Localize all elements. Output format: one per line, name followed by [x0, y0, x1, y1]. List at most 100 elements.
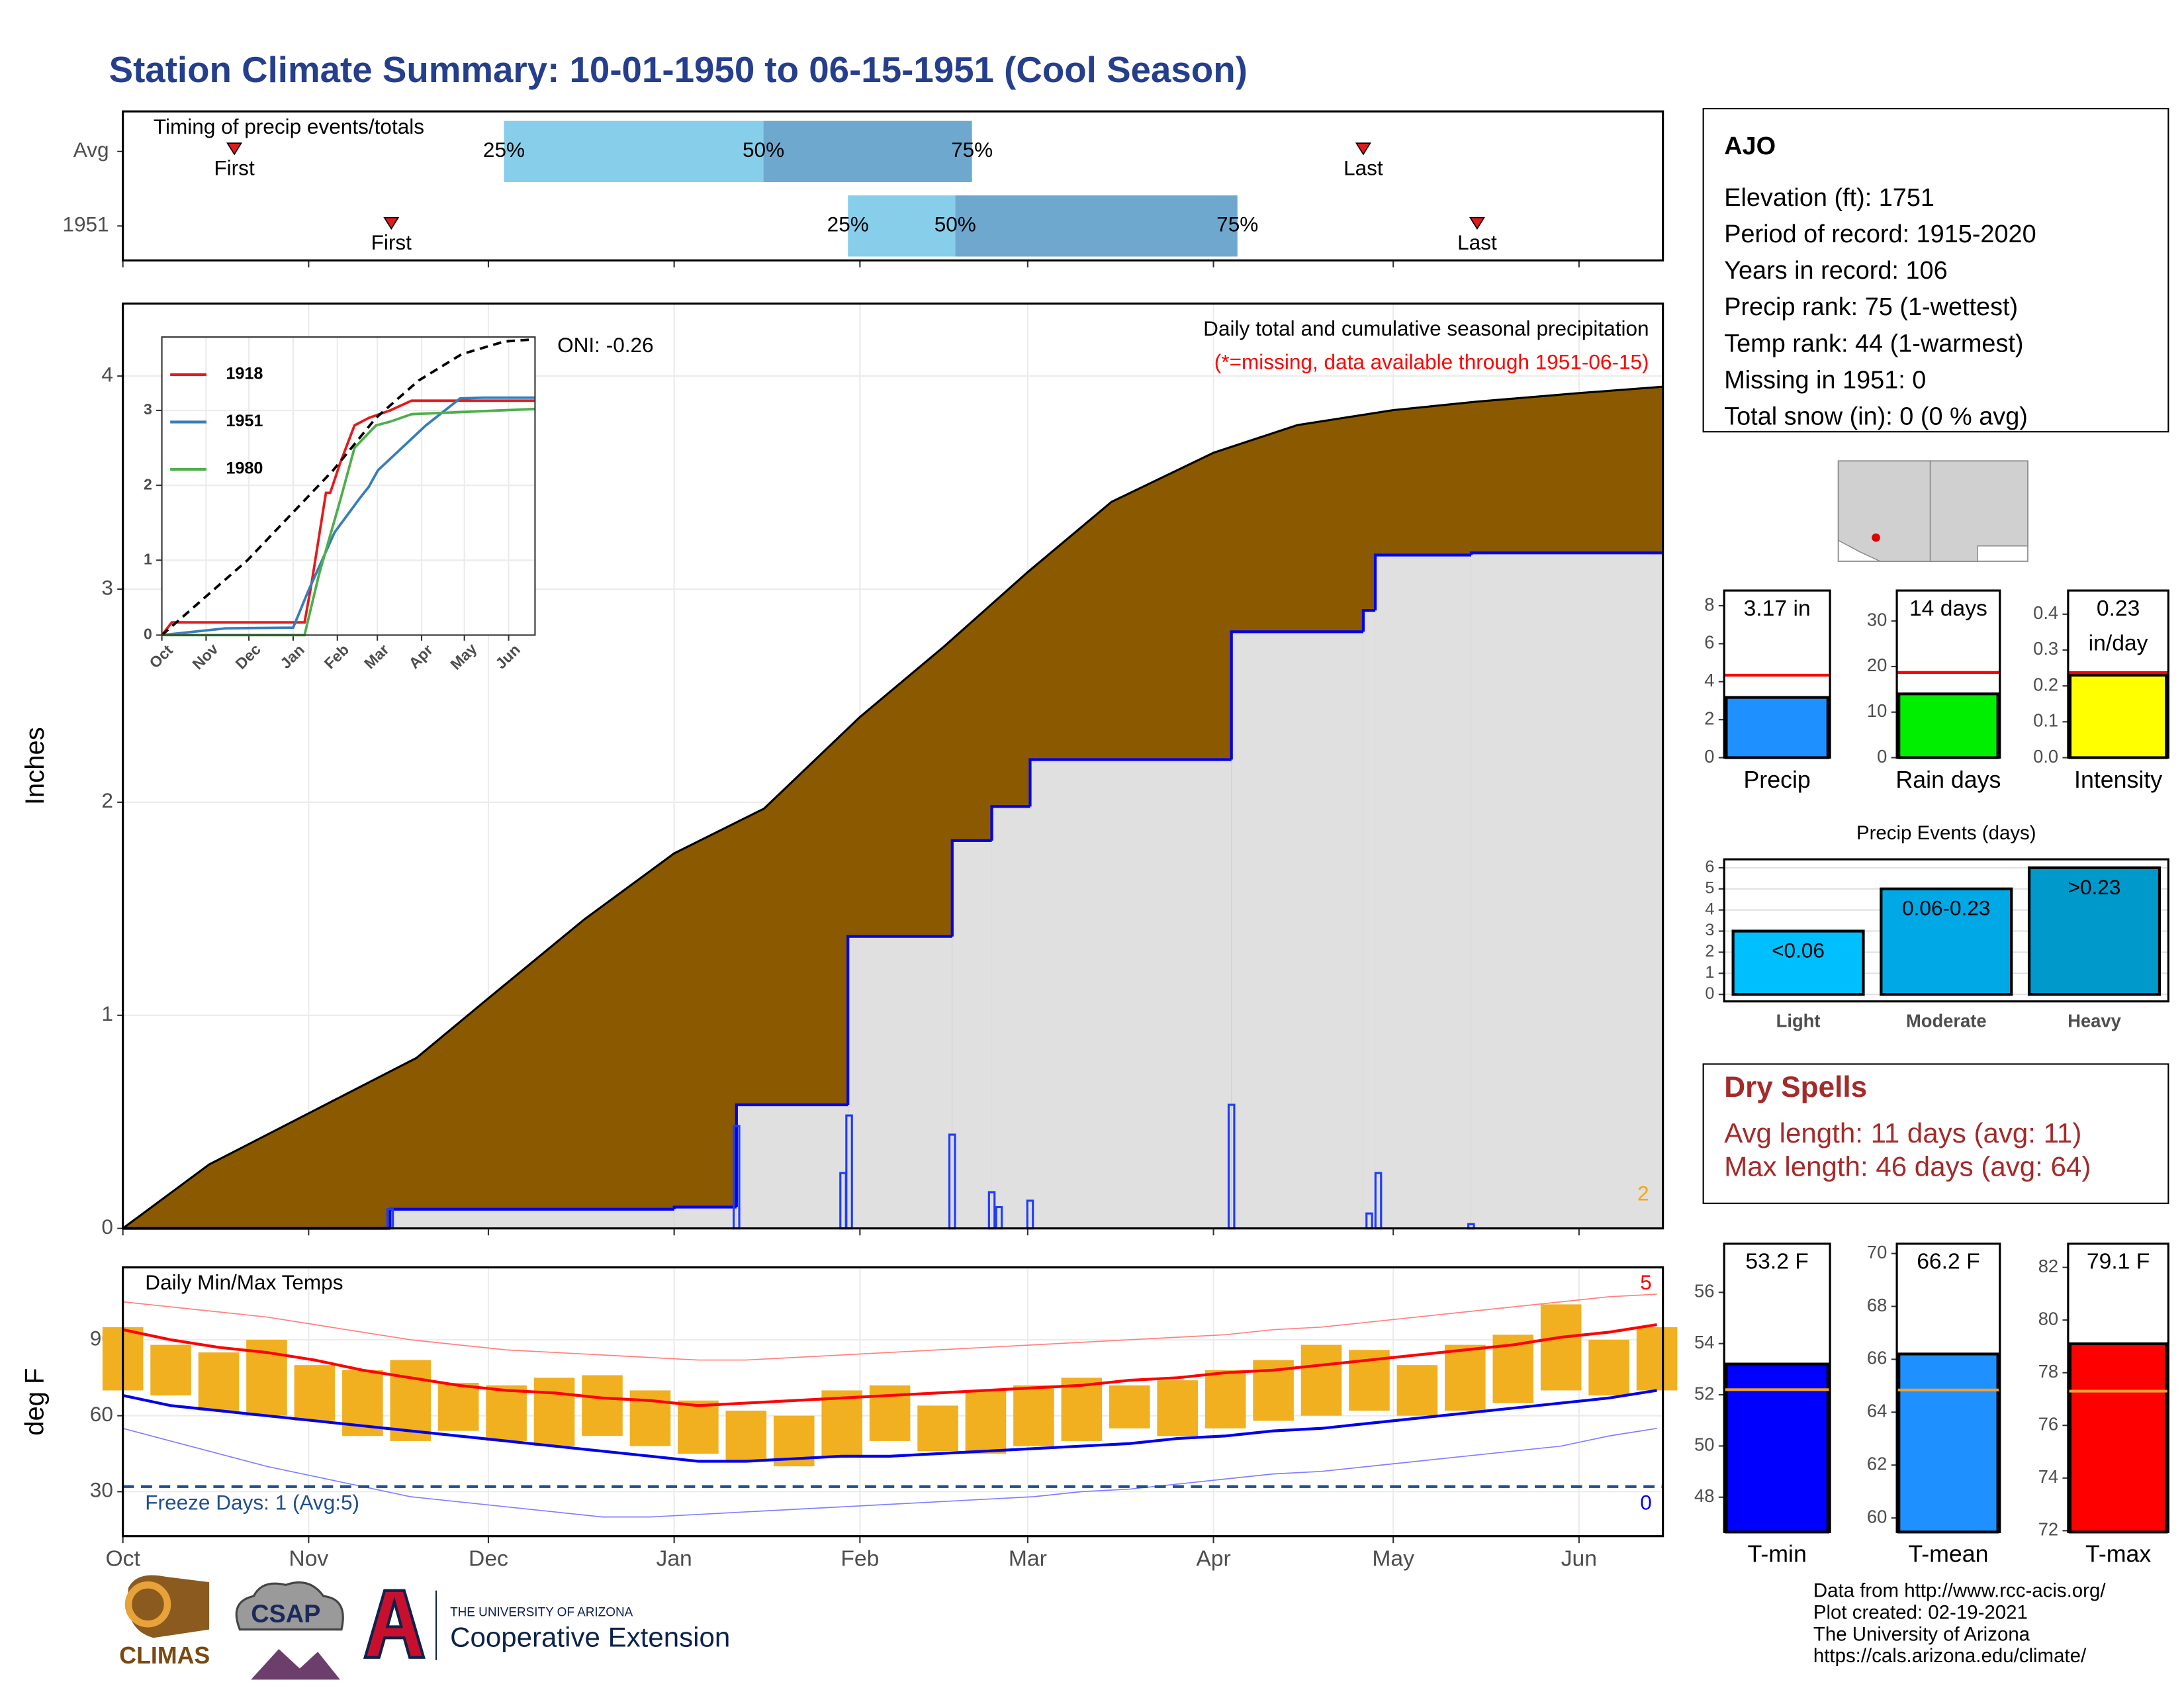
y-tick-label: 62	[1867, 1453, 1887, 1474]
y-tick-label: 60	[90, 1402, 113, 1426]
y-tick-label: 70	[1867, 1242, 1887, 1262]
value-label: 66.2 F	[1917, 1250, 1980, 1275]
legend-label: 1951	[226, 412, 263, 430]
station-box	[1702, 108, 2169, 433]
y-tick-label: 2	[144, 475, 152, 492]
station-info: Missing in 1951: 0	[1724, 366, 1926, 394]
x-tick-label: Rain days	[1895, 767, 2001, 793]
missing-note: (*=missing, data available through 1951-…	[1214, 350, 1649, 373]
event-label: First	[371, 230, 412, 254]
cumulative-line	[1373, 553, 1471, 611]
x-tick-label: Jun	[1561, 1546, 1597, 1571]
temp-line	[122, 1389, 1657, 1463]
cumulative-fill	[1375, 555, 1471, 1229]
y-tick-label: 20	[1867, 655, 1887, 675]
y-tick-label: 74	[2038, 1466, 2058, 1487]
y-tick-label: 30	[1867, 609, 1887, 630]
value-label: 53.2 F	[1745, 1250, 1809, 1275]
ua-logo	[363, 1589, 426, 1659]
y-tick-label: 0	[1705, 984, 1714, 1003]
y-tick-label: 4	[1705, 900, 1714, 918]
dry-spell-info: Max length: 46 days (avg: 64)	[1724, 1150, 2091, 1182]
cumulative-line	[735, 1103, 848, 1207]
year-line	[161, 399, 535, 636]
y-tick-label: 1951	[62, 212, 109, 236]
y-tick-label: 6	[1704, 632, 1714, 653]
y-tick-label: 0.4	[2033, 602, 2058, 623]
credit-line: Data from http://www.rcc-acis.org/	[1813, 1580, 2106, 1602]
station-info: Temp rank: 44 (1-warmest)	[1724, 330, 2023, 357]
cumulative-line	[672, 1205, 737, 1209]
x-tick-label: Oct	[105, 1546, 140, 1571]
station-info: Total snow (in): 0 (0 % avg)	[1724, 403, 2028, 431]
x-tick-label: Dec	[469, 1546, 508, 1571]
station-info: Years in record: 106	[1724, 257, 1947, 285]
daily-temp-range	[582, 1375, 623, 1436]
panel-border	[1723, 858, 2169, 1003]
daily-temp-range	[198, 1352, 240, 1411]
daily-temp-range	[437, 1382, 479, 1431]
quartile-bar	[763, 120, 972, 182]
temp-line	[122, 1323, 1657, 1407]
map-station-dot	[1872, 533, 1880, 542]
bar	[1880, 887, 2013, 996]
value-label-box: 0.23 in/day	[2089, 598, 2148, 656]
year-line	[161, 396, 535, 637]
cumulative-line	[1028, 758, 1232, 807]
inset-bg	[161, 337, 535, 635]
y-tick-label: 30	[90, 1478, 113, 1502]
value-label: 14 days	[1909, 597, 1987, 622]
daily-temp-range	[1445, 1344, 1486, 1411]
dry-spell-info: Avg length: 11 days (avg: 11)	[1724, 1117, 2081, 1149]
y-tick-label: 4	[1704, 670, 1714, 690]
quartile-bar	[955, 195, 1238, 257]
event-label: Last	[1457, 230, 1497, 254]
panel-border	[122, 1266, 1664, 1538]
y-tick-label: 56	[1694, 1281, 1714, 1301]
x-tick-label: T-min	[1747, 1541, 1806, 1568]
x-tick-label: Precip	[1743, 767, 1810, 793]
ua-text: THE UNIVERSITY OF ARIZONA	[450, 1605, 633, 1619]
dry-spells-box	[1702, 1063, 2169, 1204]
y-tick-label: 0	[144, 626, 152, 643]
cumulative-fill	[1231, 632, 1363, 1229]
daily-temp-range	[1588, 1339, 1629, 1396]
y-tick-label: 2	[1705, 942, 1714, 961]
x-tick-label: T-mean	[1908, 1541, 1988, 1568]
quartile-label: 50%	[934, 212, 976, 236]
dry-spells-title: Dry Spells	[1724, 1071, 1867, 1103]
quartile-bar	[848, 195, 956, 257]
panel-border	[122, 303, 1664, 1230]
y-tick-label: 2	[101, 788, 113, 812]
y-tick-label: 3	[1705, 921, 1714, 939]
daily-temp-range	[1109, 1385, 1150, 1429]
quartile-label: 25%	[483, 138, 525, 162]
cumulative-fill	[848, 936, 952, 1229]
map-arizona	[1837, 460, 1931, 562]
event-label: First	[214, 156, 255, 179]
y-tick-label: 76	[2038, 1413, 2058, 1434]
legend-label: 1980	[226, 459, 263, 478]
daily-temp-range	[917, 1405, 958, 1452]
oni-label: ONI: -0.26	[557, 333, 654, 357]
page-title: Station Climate Summary: 10-01-1950 to 0…	[109, 49, 1248, 90]
daily-temp-range	[390, 1360, 432, 1441]
event-marker	[1469, 216, 1485, 230]
y-tick-label: 4	[101, 362, 113, 386]
y-tick-label: 3	[101, 575, 113, 599]
value-label: 79.1 F	[2086, 1250, 2150, 1275]
y-tick-label: 0	[101, 1215, 113, 1239]
panel-border	[1723, 589, 1831, 759]
event-label: Last	[1343, 156, 1383, 179]
y-tick-label: 0.1	[2033, 710, 2058, 731]
daily-temp-range	[294, 1365, 336, 1421]
y-tick-label: 48	[1694, 1485, 1714, 1506]
quartile-bar	[504, 120, 764, 182]
y-tick-label: 50	[1694, 1434, 1714, 1455]
daily-temp-range	[1205, 1370, 1246, 1429]
bar-label: <0.06	[1772, 938, 1825, 962]
y-tick-label: 5	[1705, 878, 1714, 897]
station-info: Period of record: 1915-2020	[1724, 220, 2036, 248]
csap-text: CSAP	[251, 1601, 320, 1628]
y-tick-label: 3	[144, 400, 152, 418]
